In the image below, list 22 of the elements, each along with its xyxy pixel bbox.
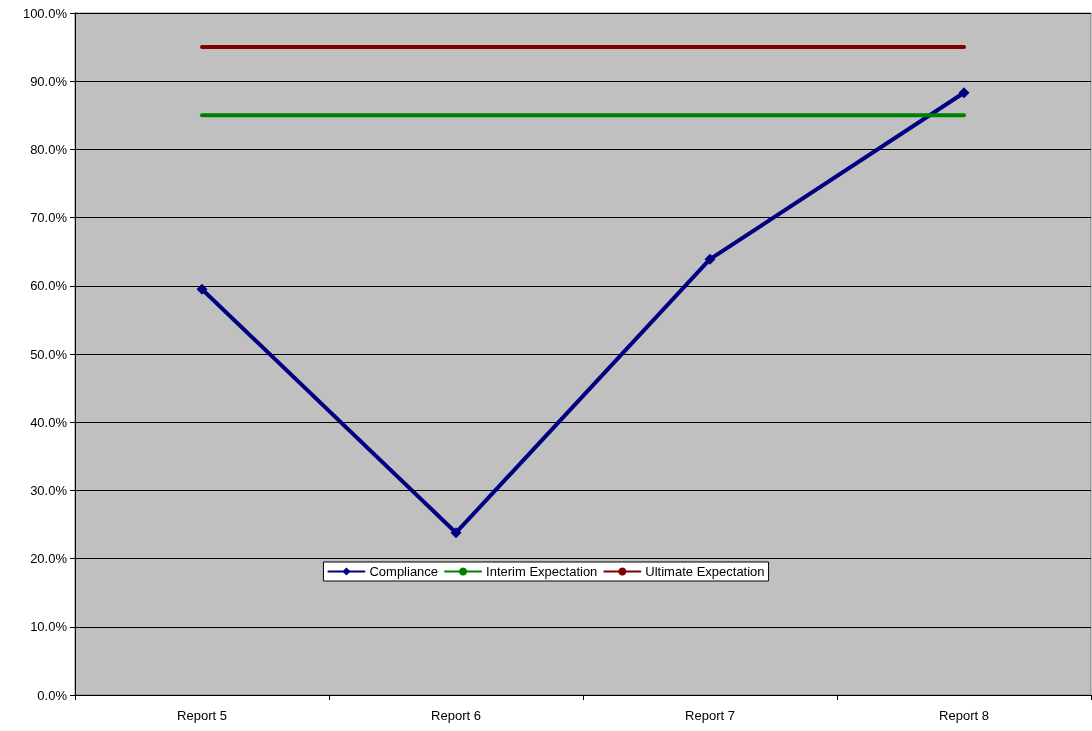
- y-tick-label: 30.0%: [30, 482, 68, 498]
- legend-label: Interim Expectation: [486, 564, 598, 579]
- point: [196, 283, 208, 295]
- x-tick-label: Report 7: [685, 708, 735, 723]
- x-tick-label: Report 5: [177, 708, 227, 723]
- y-tick-label: 100.0%: [22, 5, 68, 21]
- legend-label: Compliance: [369, 564, 439, 579]
- legend-label: Ultimate Expectation: [645, 564, 765, 579]
- y-tick-label: 80.0%: [30, 141, 68, 157]
- point: [958, 87, 970, 99]
- point: [704, 253, 716, 265]
- y-tick-label: 20.0%: [30, 551, 68, 567]
- y-tick-label: 40.0%: [30, 414, 68, 430]
- y-tick-label: 60.0%: [30, 278, 68, 294]
- x-tick-label: Report 8: [939, 708, 989, 723]
- y-tick-label: 50.0%: [30, 346, 68, 362]
- y-tick-label: 0.0%: [37, 687, 68, 703]
- y-tick-label: 90.0%: [30, 73, 68, 89]
- y-tick-label: 70.0%: [30, 210, 68, 226]
- point: [450, 527, 462, 539]
- x-tick-label: Report 6: [431, 708, 481, 723]
- y-tick-label: 10.0%: [30, 619, 68, 635]
